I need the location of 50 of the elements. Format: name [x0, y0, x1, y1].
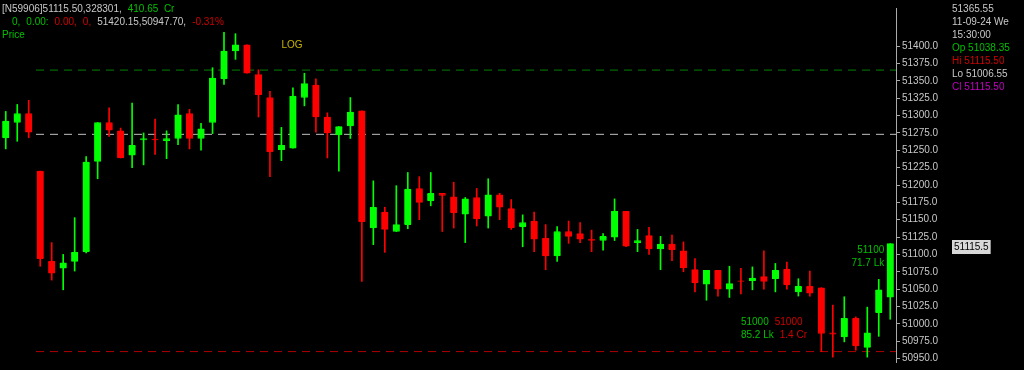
- y-tick-label: 51100.0: [902, 248, 938, 260]
- candlestick: [599, 233, 607, 251]
- y-tick-label: 51325.0: [902, 91, 939, 103]
- candlestick: [829, 304, 837, 358]
- annotation: 51000: [740, 315, 770, 327]
- annotation: -0.31%: [192, 15, 224, 27]
- candlestick: [438, 193, 446, 232]
- annotation: 410.65 Cr: [127, 2, 176, 14]
- annotation: 0,: [82, 15, 92, 27]
- annotation: [N59906]51115.50,328301,: [2, 2, 122, 14]
- annotation: 51100: [857, 243, 885, 255]
- annotation: 0,: [12, 15, 21, 27]
- text: 15:30:00: [952, 28, 992, 40]
- y-tick-label: 51150.0: [902, 213, 938, 225]
- y-tick-label: 51000.0: [902, 317, 939, 329]
- y-tick-label: 51050.0: [902, 282, 939, 294]
- annotation: 71.7 Lk: [851, 256, 886, 268]
- y-tick-label: 51025.0: [902, 300, 939, 312]
- text: 51115.5: [954, 240, 990, 252]
- candlestick: [151, 118, 159, 155]
- y-tick-label: 51275.0: [902, 126, 939, 138]
- y-tick-label: 50975.0: [902, 334, 939, 346]
- y-tick-label: 51200.0: [902, 178, 939, 190]
- y-tick-label: 51400.0: [902, 39, 939, 51]
- text: 11-09-24 We: [952, 15, 1010, 27]
- y-tick-label: 51225.0: [902, 161, 939, 173]
- annotation: Price: [2, 28, 26, 40]
- candlestick: [392, 185, 400, 232]
- annotation: 0.00,: [54, 15, 77, 27]
- candlestick: [59, 254, 67, 291]
- y-tick-label: 50950.0: [902, 352, 939, 364]
- y-tick-label: 51300.0: [902, 109, 939, 121]
- annotation: 85.2 Lk: [740, 328, 775, 340]
- annotation: 1.4 Cr: [779, 328, 808, 340]
- text: Op 51038.35: [952, 41, 1011, 53]
- annotation: 51000: [774, 315, 803, 327]
- y-tick-label: 51250.0: [902, 144, 939, 156]
- text: Lo 51006.55: [952, 67, 1009, 79]
- y-tick-label: 51125.0: [902, 230, 938, 242]
- text: Hi 51115.50: [952, 54, 1005, 66]
- y-tick-label: 51175.0: [902, 196, 938, 208]
- y-tick-label: 51375.0: [902, 57, 939, 69]
- text: 51365.55: [952, 2, 995, 14]
- annotation: 51420.15,50947.70,: [97, 15, 187, 27]
- y-tick-label: 51350.0: [902, 74, 939, 86]
- y-tick-label: 51075.0: [902, 265, 939, 277]
- annotation: 0.00:: [26, 15, 49, 27]
- annotation: LOG: [281, 38, 303, 50]
- text: Cl 51115.50: [952, 80, 1005, 92]
- candlestick: [760, 250, 768, 290]
